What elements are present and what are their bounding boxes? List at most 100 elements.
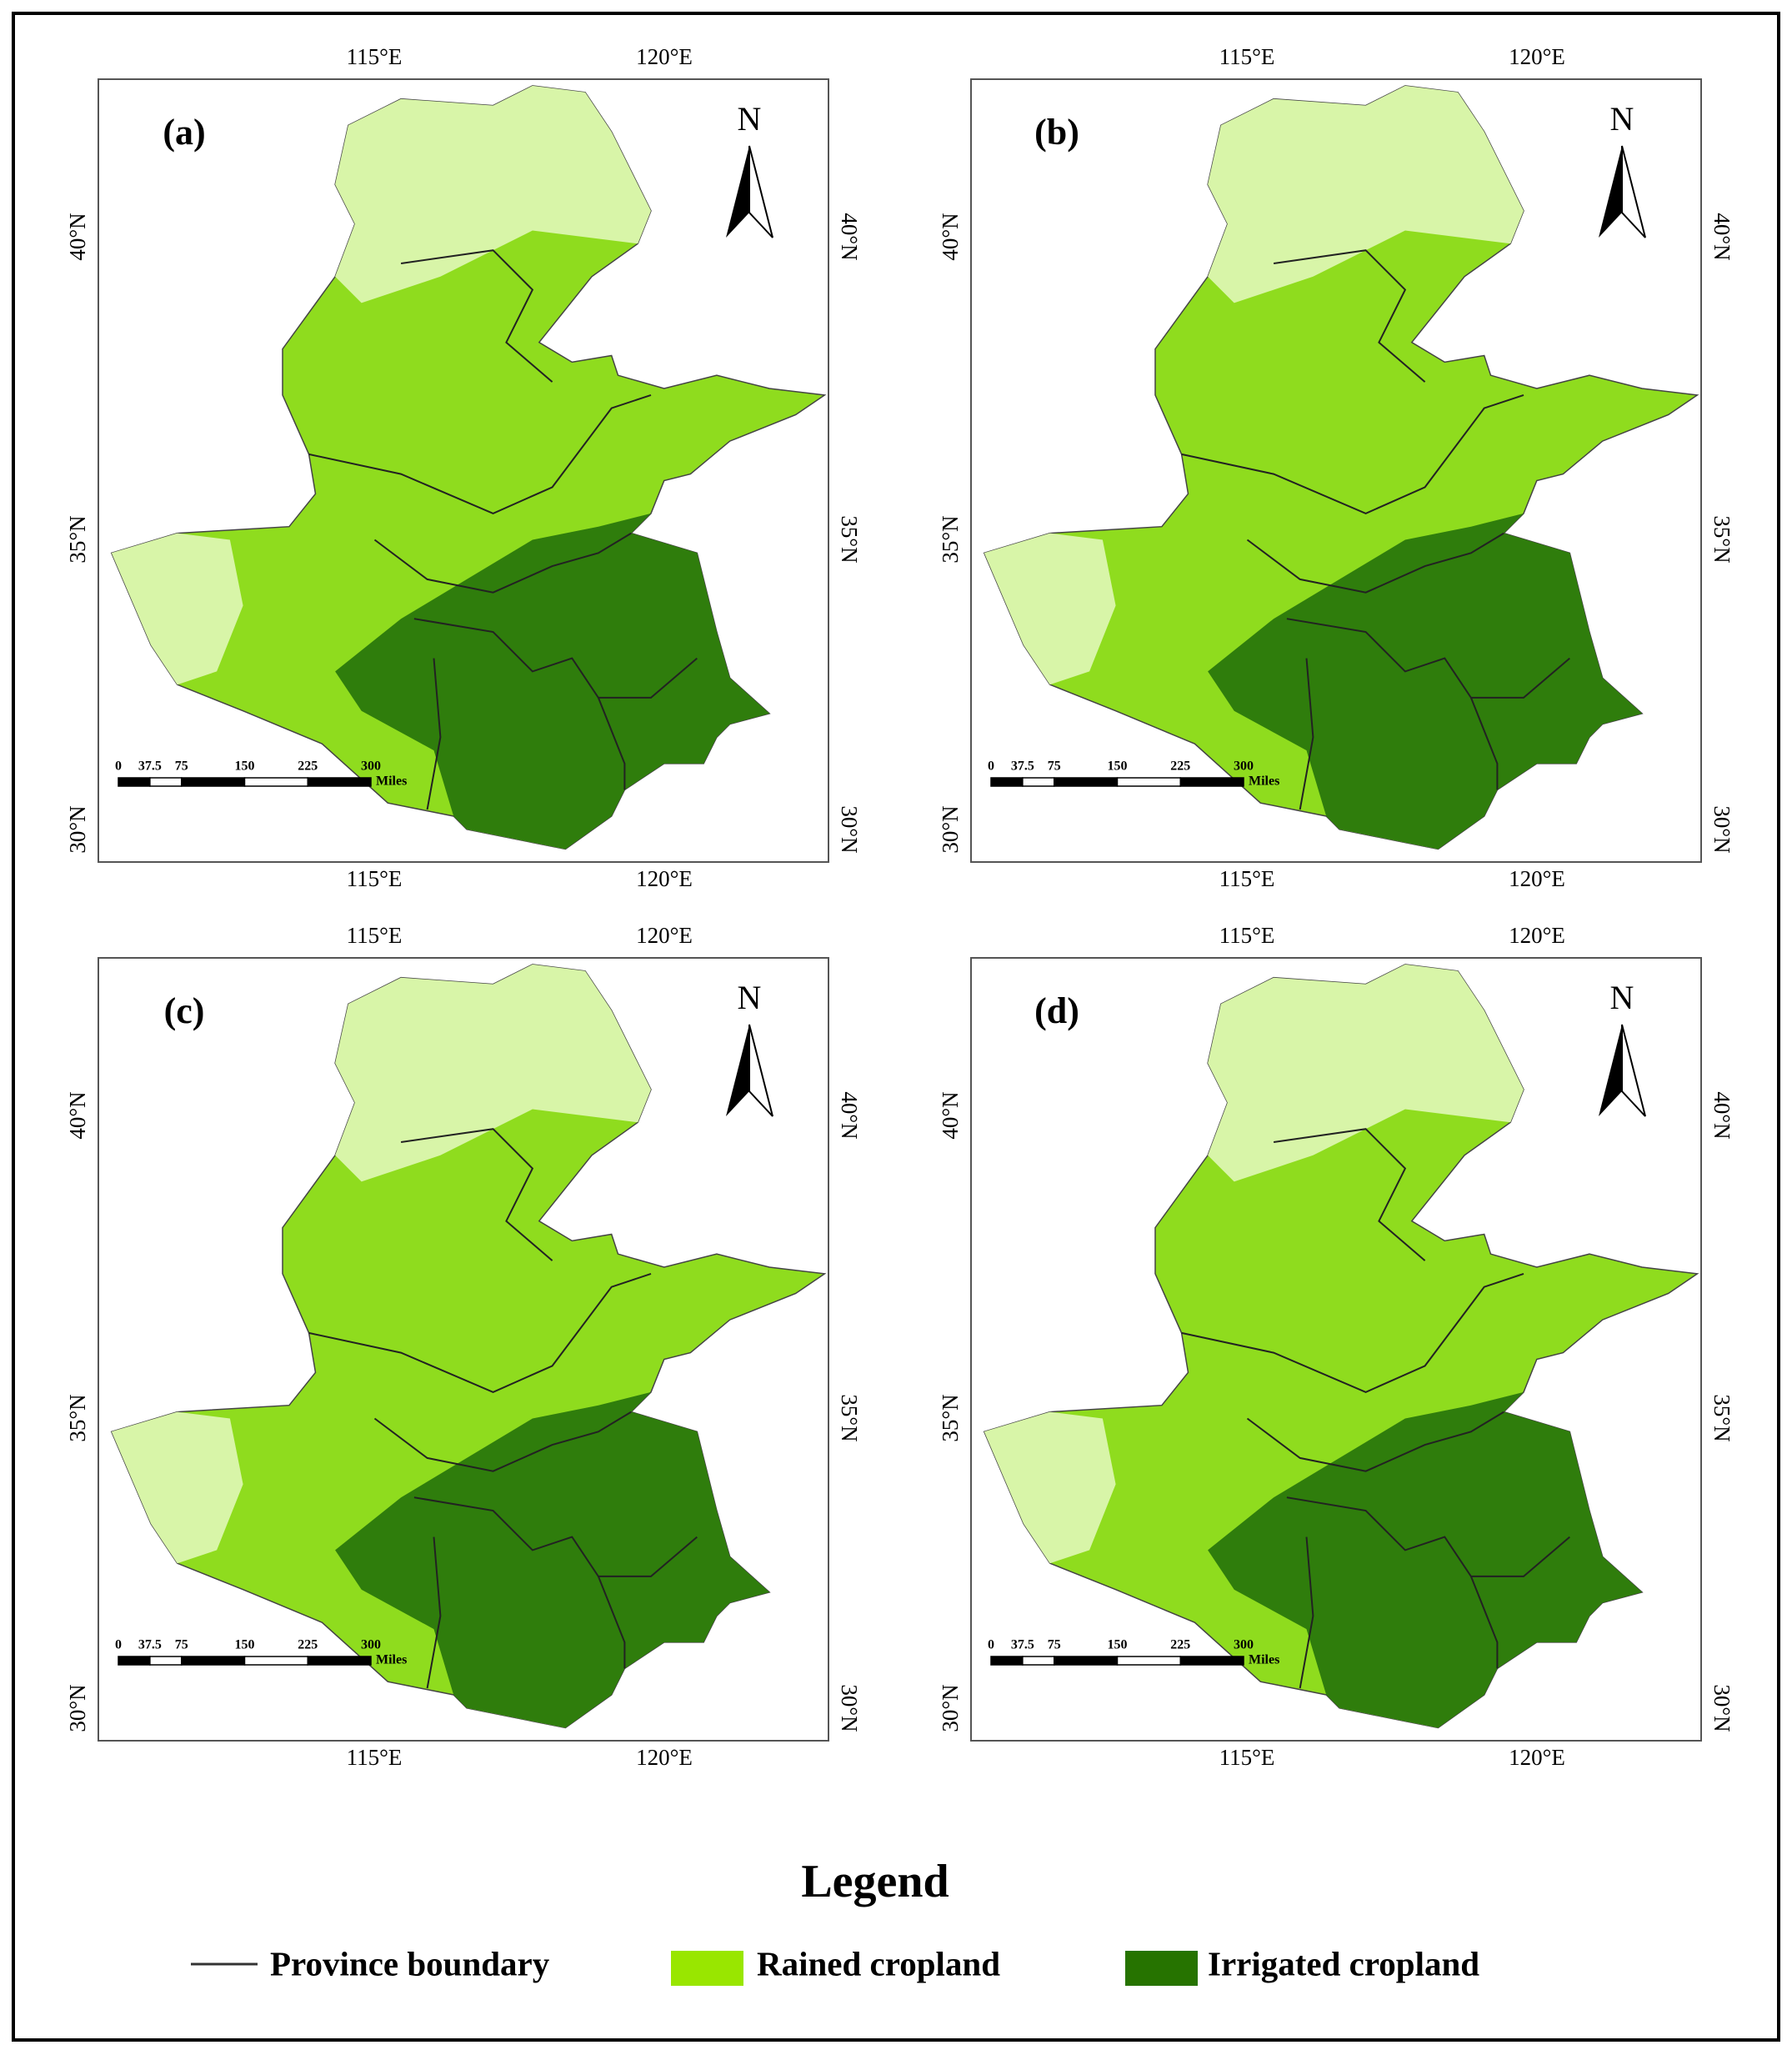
region-sparse <box>1208 964 1524 1182</box>
panel-label: (b) <box>1034 112 1079 153</box>
scale-segment <box>1022 1656 1055 1666</box>
lon-label-top: 115°E <box>347 44 403 69</box>
province-boundary <box>308 1272 652 1393</box>
province-boundary <box>1246 1411 1504 1472</box>
lat-label-left: 30°N <box>65 1684 90 1732</box>
map-panel: (c) 115°E 115°E 120°E 120°E 40°N 40°N 35°N 35°N 3… <box>65 923 862 1770</box>
scale-tick-label: 300 <box>361 759 381 774</box>
lat-label-left: 30°N <box>65 805 90 853</box>
province-boundary <box>426 658 442 810</box>
panel-label: (d) <box>1034 990 1079 1031</box>
lon-label-top: 115°E <box>1219 923 1275 948</box>
lat-label-right: 30°N <box>837 805 862 853</box>
province-boundary <box>413 1496 698 1577</box>
scale-tick-label: 75 <box>175 759 188 774</box>
lat-label-left: 35°N <box>65 515 90 563</box>
scale-segment <box>243 777 308 787</box>
province-boundary <box>1286 618 1570 699</box>
scale-segment <box>118 777 151 787</box>
scale-segment <box>181 777 246 787</box>
north-arrow-right <box>1621 145 1646 238</box>
lon-label-bottom: 120°E <box>1509 866 1565 891</box>
map-panel: (d) 115°E 115°E 120°E 120°E 40°N 40°N 35°N 35°N 3… <box>938 923 1734 1770</box>
lat-label-right: 40°N <box>837 213 862 260</box>
scale-tick-label: 75 <box>1048 1638 1061 1652</box>
legend-swatch <box>671 1951 743 1986</box>
scale-segment <box>118 1656 151 1666</box>
province-boundary <box>1469 697 1499 790</box>
scale-segment <box>990 1656 1024 1666</box>
legend-label: Rained cropland <box>757 1944 1000 1982</box>
north-arrow-left <box>1599 1025 1622 1116</box>
north-label: N <box>1610 100 1634 138</box>
panel-label: (c) <box>164 990 205 1031</box>
scale-tick-label: 150 <box>235 759 255 774</box>
province-boundary <box>426 1536 442 1689</box>
scale-tick-label: 150 <box>235 1638 255 1652</box>
lon-label-bottom: 120°E <box>636 866 693 891</box>
scale-tick-label: 0 <box>988 1638 994 1652</box>
north-label: N <box>738 100 762 138</box>
north-arrow-right <box>1621 1024 1646 1117</box>
scale-tick-label: 300 <box>361 1638 381 1652</box>
scale-segment <box>307 1656 372 1666</box>
scale-segment <box>990 777 1024 787</box>
map-panel: (b) 115°E 115°E 120°E 120°E 40°N 40°N 35°N 35°N 3… <box>938 44 1734 891</box>
scale-tick-label: 300 <box>1234 759 1254 774</box>
lon-label-top: 120°E <box>1509 923 1565 948</box>
lat-label-left: 30°N <box>938 1684 963 1732</box>
north-label: N <box>1610 979 1634 1016</box>
scale-tick-label: 75 <box>1048 759 1061 774</box>
province-boundary <box>1273 249 1426 383</box>
north-arrow-left <box>726 146 749 238</box>
province-boundary <box>308 393 652 514</box>
lat-label-right: 40°N <box>1709 213 1734 260</box>
lon-label-bottom: 115°E <box>347 1745 403 1770</box>
scale-segment <box>181 1656 246 1666</box>
province-boundary <box>1286 1496 1570 1577</box>
scale-segment <box>1054 1656 1119 1666</box>
province-boundary <box>373 1411 632 1472</box>
region-sparse <box>335 85 651 303</box>
scale-unit: Miles <box>1249 774 1279 789</box>
north-arrow-left <box>1599 146 1622 238</box>
scale-segment <box>1179 1656 1244 1666</box>
scale-tick-label: 0 <box>115 1638 122 1652</box>
province-boundary <box>1181 393 1524 514</box>
region-irrigated <box>335 513 770 850</box>
lat-label-right: 35°N <box>837 515 862 563</box>
province-boundary <box>597 697 626 790</box>
lat-label-left: 40°N <box>938 1091 963 1139</box>
scale-tick-label: 150 <box>1108 759 1128 774</box>
region-sparse <box>111 533 243 685</box>
lat-label-left: 30°N <box>938 805 963 853</box>
province-boundary <box>373 532 632 594</box>
scale-segment <box>149 1656 183 1666</box>
scale-unit: Miles <box>376 1653 407 1667</box>
lon-label-top: 120°E <box>636 44 693 69</box>
scale-tick-label: 150 <box>1108 1638 1128 1652</box>
scale-tick-label: 225 <box>1170 1638 1190 1652</box>
scale-tick-label: 0 <box>988 759 994 774</box>
province-boundary <box>400 249 553 383</box>
lat-label-right: 35°N <box>1709 1394 1734 1441</box>
province-boundary <box>413 618 698 699</box>
lat-label-right: 30°N <box>1709 1684 1734 1732</box>
lon-label-bottom: 120°E <box>1509 1745 1565 1770</box>
lat-label-left: 35°N <box>65 1394 90 1441</box>
scale-segment <box>1179 777 1244 787</box>
scale-tick-label: 225 <box>1170 759 1190 774</box>
lat-label-right: 30°N <box>837 1684 862 1732</box>
legend-title: Legend <box>801 1856 949 1907</box>
lat-label-right: 30°N <box>1709 805 1734 853</box>
scale-tick-label: 37.5 <box>138 759 162 774</box>
legend-label: Irrigated cropland <box>1208 1944 1479 1982</box>
lat-label-left: 40°N <box>65 1091 90 1139</box>
region-sparse <box>984 1411 1116 1564</box>
lat-label-right: 40°N <box>1709 1091 1734 1139</box>
province-boundary <box>597 1576 626 1669</box>
scale-tick-label: 37.5 <box>1011 1638 1034 1652</box>
north-label: N <box>738 979 762 1016</box>
region-sparse <box>111 1411 243 1564</box>
